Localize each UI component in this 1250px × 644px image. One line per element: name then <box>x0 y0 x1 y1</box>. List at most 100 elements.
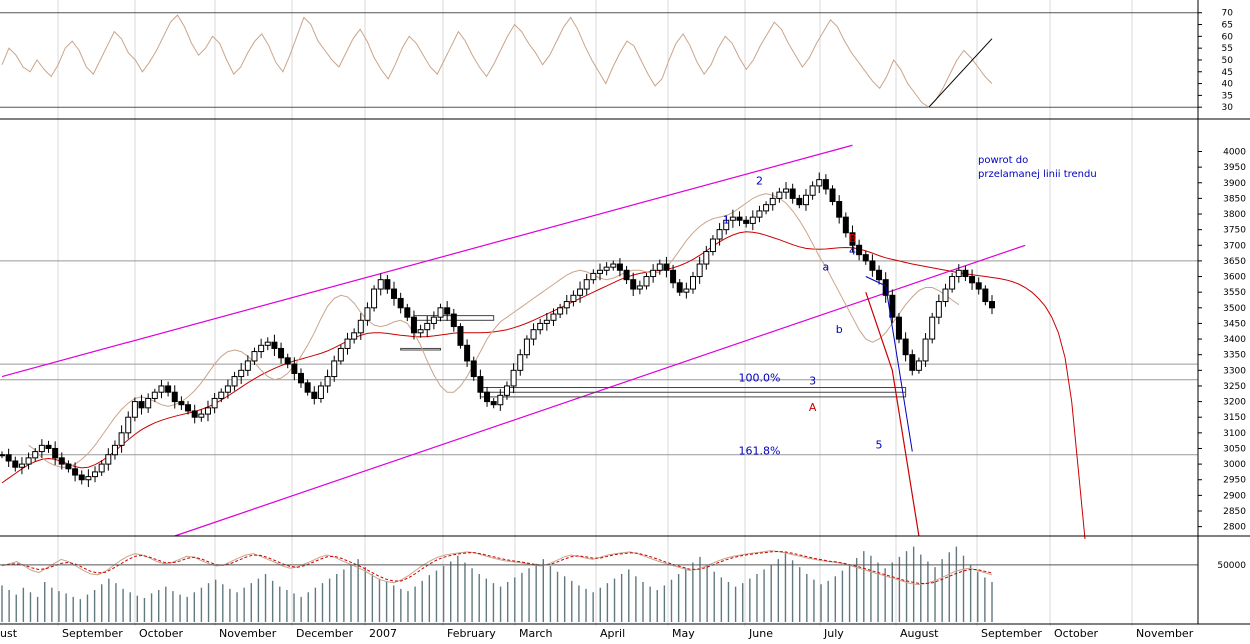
price-tick-label: 3550 <box>1223 288 1246 298</box>
month-label: May <box>672 627 695 640</box>
month-label: August <box>900 627 939 640</box>
candle-body <box>364 307 371 321</box>
month-label: October <box>139 627 183 640</box>
candle-body <box>344 338 351 349</box>
candle-body <box>796 197 803 206</box>
candle-body <box>663 263 670 271</box>
candle-body <box>238 369 245 378</box>
candle-body <box>158 385 165 393</box>
candle-body <box>311 391 318 399</box>
month-label: September <box>62 627 123 640</box>
month-label: June <box>748 627 773 640</box>
candle-body <box>975 282 982 290</box>
candle-body <box>131 401 138 418</box>
candle-body <box>92 471 99 478</box>
candle-body <box>690 276 697 290</box>
candle-body <box>351 332 358 340</box>
candle-body <box>889 294 896 318</box>
candle-body <box>723 219 730 231</box>
price-tick-label: 3800 <box>1223 210 1246 220</box>
candle-body <box>377 279 384 290</box>
oscillator-tick-label: 55 <box>1222 44 1233 54</box>
oscillator-panel <box>0 12 1198 108</box>
candle-body <box>909 354 916 371</box>
candle-body <box>444 307 451 315</box>
candle-body <box>577 288 584 296</box>
oscillator-tick-label: 50 <box>1222 56 1234 66</box>
wave-label: 2 <box>756 174 763 187</box>
candle-body <box>789 188 796 199</box>
wave-label: B <box>849 232 857 245</box>
price-tick-label: 3900 <box>1223 179 1246 189</box>
candle-body <box>503 385 510 396</box>
candle-body <box>895 316 902 340</box>
candle-body <box>650 269 657 278</box>
candle-body <box>404 307 411 318</box>
oscillator-tick-label: 60 <box>1222 32 1234 42</box>
price-tick-label: 3600 <box>1223 273 1246 283</box>
candle-body <box>58 457 65 465</box>
oscillator-tick-label: 30 <box>1222 103 1234 113</box>
price-tick-label: 3650 <box>1223 257 1246 267</box>
candle-body <box>729 216 736 221</box>
candle-body <box>523 338 530 356</box>
candle-body <box>643 276 650 287</box>
candle-body <box>78 474 85 481</box>
candle-body <box>749 216 756 224</box>
level-box <box>400 347 442 351</box>
candle-body <box>72 468 79 476</box>
candle-body <box>12 460 19 468</box>
candle-body <box>709 238 716 253</box>
candle-body <box>962 269 969 278</box>
candle-body <box>417 329 424 334</box>
candle-body <box>357 319 364 334</box>
month-label: December <box>296 627 354 640</box>
wave-label: 1 <box>723 213 730 226</box>
price-tick-label: 3750 <box>1223 226 1246 236</box>
candle-body <box>610 263 617 268</box>
candle-body <box>603 266 610 271</box>
candle-body <box>922 338 929 362</box>
candle-body <box>769 197 776 206</box>
candle-body <box>291 363 298 374</box>
candle-body <box>596 269 603 274</box>
oscillator-line <box>1 14 993 108</box>
price-tick-label: 3050 <box>1223 444 1246 454</box>
candle-body <box>32 451 39 459</box>
candle-body <box>331 360 338 378</box>
candle-body <box>703 251 710 265</box>
candle-body <box>836 201 843 218</box>
oscillator-tick-label: 45 <box>1222 68 1233 78</box>
candle-body <box>696 263 703 278</box>
candle-body <box>244 360 251 371</box>
candle-body <box>656 263 663 271</box>
month-label: February <box>447 627 496 640</box>
candle-body <box>85 476 92 481</box>
candle-body <box>304 382 311 393</box>
candle-body <box>185 404 192 412</box>
candle-body <box>337 347 344 362</box>
moving-average-short <box>28 193 960 468</box>
price-tick-label: 3350 <box>1223 351 1246 361</box>
candle-body <box>563 301 570 309</box>
wave-label: 5 <box>876 438 883 451</box>
candle-body <box>198 413 205 418</box>
breakdown-line <box>865 292 920 537</box>
candle-body <box>842 216 849 234</box>
month-label: 2007 <box>369 627 397 640</box>
candle-body <box>211 397 218 409</box>
candle-body <box>204 407 211 415</box>
candle-body <box>38 444 45 453</box>
note-line-2: przelamanej linii trendu <box>978 169 1097 180</box>
price-tick-label: 3300 <box>1223 366 1246 376</box>
month-label: April <box>600 627 625 640</box>
price-tick-label: 3400 <box>1223 335 1246 345</box>
channel-upper-line <box>1 144 853 378</box>
candle-body <box>989 301 995 309</box>
candle-body <box>490 401 497 406</box>
candle-body <box>45 444 52 449</box>
candle-body <box>125 416 132 434</box>
candle-body <box>317 385 324 399</box>
candle-body <box>869 260 876 271</box>
candle-body <box>683 288 690 293</box>
